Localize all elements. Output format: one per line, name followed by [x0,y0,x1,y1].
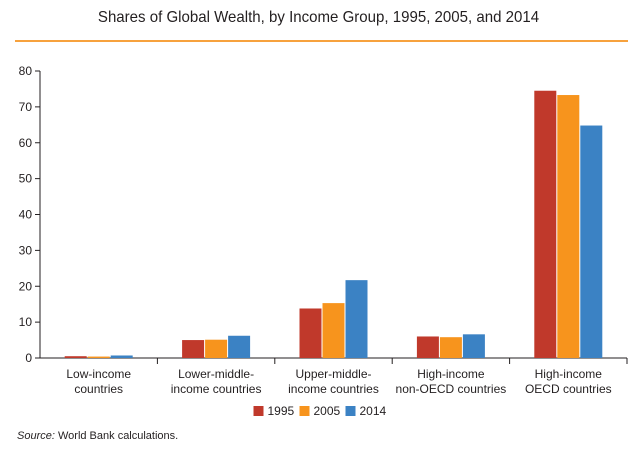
title-divider [15,40,628,42]
legend-swatch-2005 [299,406,310,416]
bar-2005-3 [322,303,345,358]
legend-swatch-1995 [253,406,264,416]
bar-1995-2 [182,340,205,358]
x-tick-label: non-OECD countries [396,382,507,396]
x-tick-label: income countries [171,382,262,396]
bar-1995-4 [416,336,439,358]
source-note: Source: World Bank calculations. [17,430,178,442]
bar-2005-2 [205,339,228,358]
bar-2014-5 [580,125,603,358]
legend-label-2005: 2005 [314,404,341,418]
x-tick-label: High-income [535,367,603,381]
y-tick-label: 80 [19,64,33,78]
legend-swatch-2014 [345,406,356,416]
y-tick-label: 0 [25,351,32,365]
bar-2005-5 [557,95,580,358]
x-tick-label: countries [74,382,123,396]
bar-2005-4 [439,337,462,358]
bar-2014-2 [228,335,251,358]
legend-label-2014: 2014 [360,404,387,418]
y-tick-label: 60 [19,136,33,150]
y-tick-label: 30 [19,243,33,257]
source-text: World Bank calculations. [54,430,179,442]
legend-label-1995: 1995 [268,404,295,418]
bar-1995-5 [534,90,557,358]
y-tick-label: 20 [19,279,33,293]
x-tick-label: OECD countries [525,382,612,396]
y-axis: 0 10 20 30 40 50 60 70 80 [19,64,41,365]
y-tick-label: 50 [19,172,33,186]
bars [64,90,603,358]
y-tick-label: 10 [19,315,33,329]
bar-1995-1 [64,356,87,358]
source-label: Source: [17,430,55,442]
bar-2014-4 [462,334,485,358]
legend: 1995 2005 2014 [253,404,387,418]
bar-2014-1 [110,355,133,358]
bar-1995-3 [299,308,322,358]
y-tick-label: 70 [19,100,33,114]
x-tick-label: High-income [417,367,485,381]
x-tick-label: income countries [288,382,379,396]
x-tick-label: Upper-middle- [295,367,371,381]
chart-title: Shares of Global Wealth, by Income Group… [97,9,540,26]
y-tick-label: 40 [19,208,33,222]
bar-2005-1 [87,356,110,358]
bar-2014-3 [345,280,368,358]
x-tick-label: Low-income [66,367,131,381]
x-tick-label: Lower-middle- [178,367,254,381]
